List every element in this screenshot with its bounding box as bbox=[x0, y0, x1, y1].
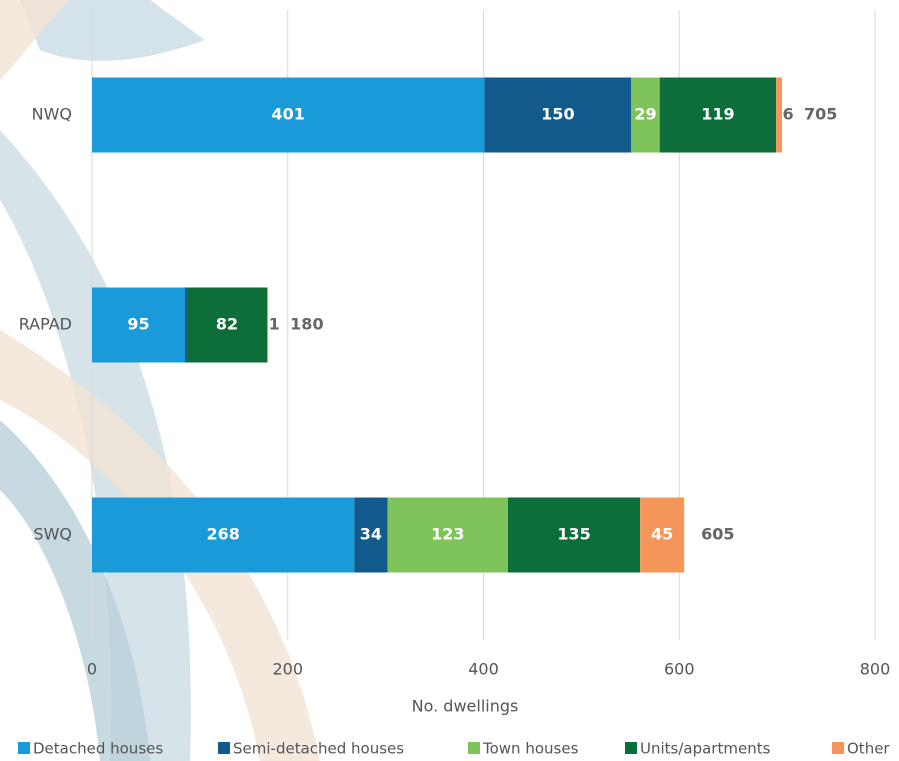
bar-segment bbox=[387, 497, 508, 573]
bar-segment bbox=[507, 497, 641, 573]
total-label: 705 bbox=[804, 105, 837, 124]
bar-segment bbox=[776, 77, 783, 153]
legend-label: Other bbox=[847, 740, 890, 758]
legend-swatch bbox=[218, 742, 230, 754]
category-label: NWQ bbox=[32, 105, 72, 124]
category-label: RAPAD bbox=[19, 315, 72, 334]
bar-segment bbox=[267, 287, 269, 363]
legend-label: Semi-detached houses bbox=[233, 740, 404, 758]
bar-segment bbox=[484, 77, 632, 153]
data-label: 401 bbox=[272, 105, 305, 124]
bar-segment bbox=[92, 77, 485, 153]
legend-label: Town houses bbox=[482, 740, 579, 758]
x-axis-title: No. dwellings bbox=[412, 697, 519, 716]
x-tick-label: 200 bbox=[272, 660, 303, 679]
data-label: 82 bbox=[216, 315, 238, 334]
data-label: 95 bbox=[127, 315, 149, 334]
bar-segment bbox=[640, 497, 685, 573]
bar-segment bbox=[354, 497, 388, 573]
bar-segment bbox=[92, 287, 185, 363]
legend-label: Units/apartments bbox=[640, 740, 771, 758]
bar-segment bbox=[631, 77, 660, 153]
x-tick-label: 0 bbox=[87, 660, 97, 679]
data-label: 150 bbox=[541, 105, 574, 124]
data-label: 6 bbox=[782, 105, 793, 124]
total-label: 180 bbox=[290, 315, 323, 334]
x-tick-label: 800 bbox=[860, 660, 891, 679]
bar-segment bbox=[659, 77, 777, 153]
data-label: 34 bbox=[360, 525, 382, 544]
bar-segment bbox=[92, 497, 355, 573]
legend-swatch bbox=[625, 742, 637, 754]
category-label: SWQ bbox=[33, 525, 72, 544]
legend-swatch bbox=[832, 742, 844, 754]
data-label: 29 bbox=[634, 105, 656, 124]
data-label: 1 bbox=[269, 315, 280, 334]
bar-segment bbox=[186, 287, 268, 363]
data-label: 135 bbox=[557, 525, 590, 544]
x-tick-label: 400 bbox=[468, 660, 499, 679]
total-label: 605 bbox=[701, 525, 734, 544]
legend-label: Detached houses bbox=[33, 740, 163, 758]
legend-swatch bbox=[468, 742, 480, 754]
x-tick-label: 600 bbox=[664, 660, 695, 679]
data-label: 119 bbox=[701, 105, 734, 124]
data-label: 268 bbox=[206, 525, 239, 544]
bar-segment bbox=[184, 287, 187, 363]
data-label: 45 bbox=[651, 525, 673, 544]
legend-swatch bbox=[18, 742, 30, 754]
background-decoration bbox=[0, 0, 320, 761]
data-label: 123 bbox=[431, 525, 464, 544]
